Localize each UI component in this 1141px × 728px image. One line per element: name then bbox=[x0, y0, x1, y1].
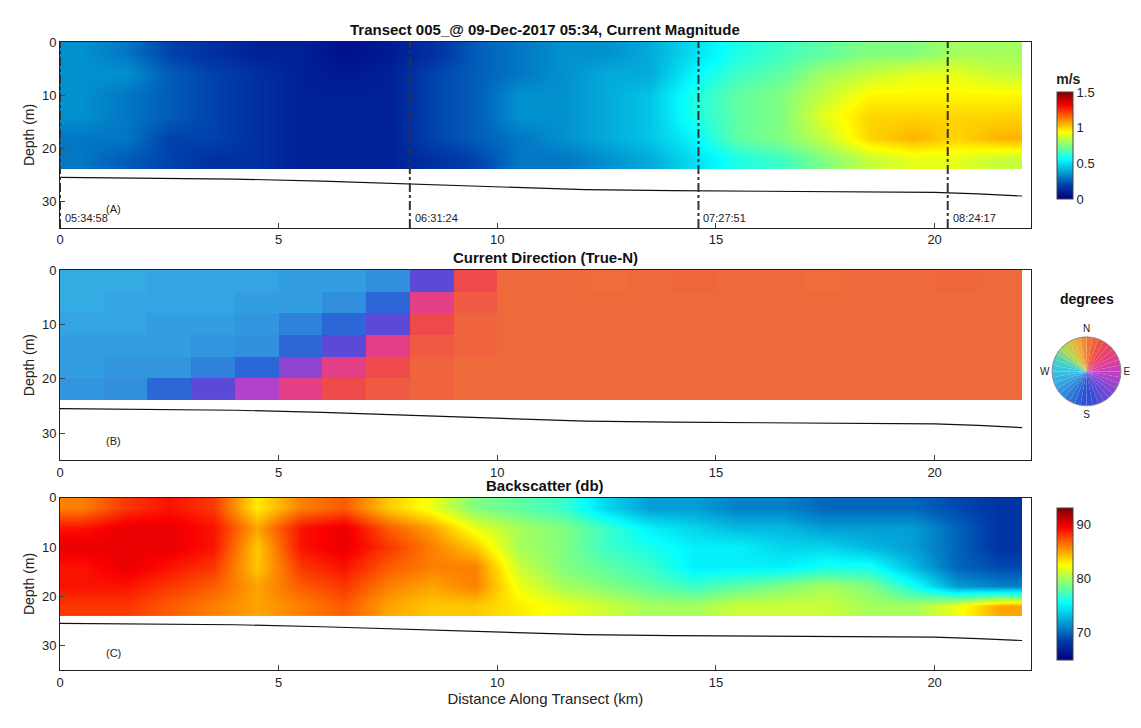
svg-text:30: 30 bbox=[42, 426, 56, 441]
svg-text:15: 15 bbox=[709, 675, 723, 690]
svg-text:1.5: 1.5 bbox=[1077, 84, 1095, 99]
svg-text:10: 10 bbox=[490, 465, 504, 480]
svg-text:(C): (C) bbox=[106, 647, 121, 659]
svg-text:0: 0 bbox=[56, 675, 63, 690]
svg-text:Current Direction (True-N): Current Direction (True-N) bbox=[453, 249, 638, 266]
svg-text:10: 10 bbox=[42, 88, 56, 103]
svg-text:08:24:17: 08:24:17 bbox=[953, 212, 996, 224]
svg-text:20: 20 bbox=[927, 465, 941, 480]
svg-text:(A): (A) bbox=[106, 203, 121, 215]
svg-text:W: W bbox=[1040, 366, 1050, 377]
svg-text:0: 0 bbox=[49, 490, 56, 505]
svg-text:20: 20 bbox=[42, 141, 56, 156]
svg-text:0: 0 bbox=[56, 232, 63, 247]
svg-text:05:34:58: 05:34:58 bbox=[65, 212, 108, 224]
svg-text:degrees: degrees bbox=[1060, 291, 1114, 307]
svg-text:10: 10 bbox=[490, 675, 504, 690]
svg-text:06:31:24: 06:31:24 bbox=[415, 212, 458, 224]
svg-text:20: 20 bbox=[927, 675, 941, 690]
svg-text:m/s: m/s bbox=[1056, 71, 1080, 87]
svg-text:Depth (m): Depth (m) bbox=[21, 334, 37, 396]
svg-text:S: S bbox=[1083, 409, 1090, 420]
svg-text:15: 15 bbox=[709, 465, 723, 480]
svg-text:Backscatter (db): Backscatter (db) bbox=[486, 477, 604, 494]
svg-text:20: 20 bbox=[927, 232, 941, 247]
svg-text:30: 30 bbox=[42, 194, 56, 209]
svg-text:20: 20 bbox=[42, 589, 56, 604]
svg-text:0: 0 bbox=[49, 263, 56, 278]
svg-text:0: 0 bbox=[1077, 191, 1084, 206]
svg-text:1: 1 bbox=[1077, 120, 1084, 135]
svg-text:N: N bbox=[1083, 323, 1090, 334]
svg-text:(B): (B) bbox=[106, 435, 121, 447]
svg-text:5: 5 bbox=[275, 675, 282, 690]
svg-text:Transect 005_@ 09-Dec-2017 05:: Transect 005_@ 09-Dec-2017 05:34, Curren… bbox=[350, 21, 740, 38]
svg-text:0: 0 bbox=[49, 35, 56, 50]
svg-text:07:27:51: 07:27:51 bbox=[703, 212, 746, 224]
svg-text:70: 70 bbox=[1077, 625, 1091, 640]
svg-text:20: 20 bbox=[42, 371, 56, 386]
svg-text:10: 10 bbox=[42, 540, 56, 555]
svg-text:Depth (m): Depth (m) bbox=[21, 553, 37, 615]
svg-text:10: 10 bbox=[42, 317, 56, 332]
svg-text:90: 90 bbox=[1077, 517, 1091, 532]
svg-text:15: 15 bbox=[709, 232, 723, 247]
svg-text:10: 10 bbox=[490, 232, 504, 247]
svg-text:30: 30 bbox=[42, 638, 56, 653]
svg-text:80: 80 bbox=[1077, 571, 1091, 586]
svg-text:Distance Along Transect (km): Distance Along Transect (km) bbox=[447, 690, 643, 707]
svg-text:5: 5 bbox=[275, 232, 282, 247]
svg-text:5: 5 bbox=[275, 465, 282, 480]
svg-text:0.5: 0.5 bbox=[1077, 156, 1095, 171]
svg-text:E: E bbox=[1124, 366, 1131, 377]
svg-text:Depth (m): Depth (m) bbox=[21, 104, 37, 166]
svg-text:0: 0 bbox=[56, 465, 63, 480]
